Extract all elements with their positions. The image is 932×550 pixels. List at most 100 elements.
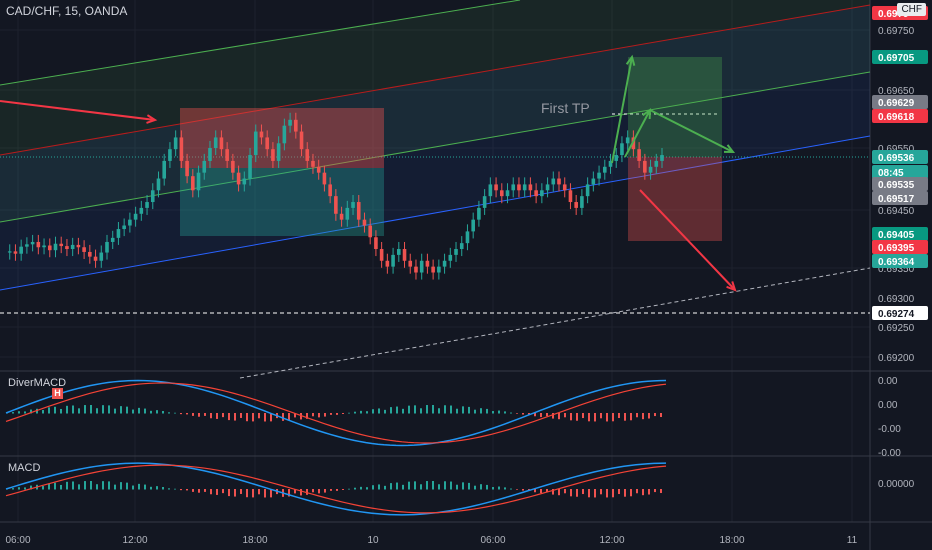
candle-body <box>465 231 470 244</box>
macd-histogram-bar <box>30 485 32 490</box>
symbol-title[interactable]: CAD/CHF, 15, OANDA <box>6 4 128 18</box>
candle-body <box>168 149 172 161</box>
candle-body <box>625 137 630 144</box>
candle-body <box>448 254 453 261</box>
candle-body <box>76 244 81 248</box>
green-arrow-up-head <box>625 54 636 66</box>
macd-histogram-bar <box>420 484 422 490</box>
candle-body <box>65 246 69 250</box>
divermacd-histogram-bar <box>354 411 356 414</box>
divermacd-histogram-bar <box>576 413 578 421</box>
macd-histogram-bar <box>120 482 122 490</box>
divermacd-histogram-bar <box>528 413 530 415</box>
macd-histogram-bar <box>408 481 410 490</box>
candle-body <box>7 251 12 253</box>
divermacd-histogram-bar <box>228 413 230 421</box>
candle-body <box>397 249 401 255</box>
macd-histogram-bar <box>480 484 482 490</box>
price-tag <box>872 240 928 254</box>
candlestick-series <box>7 112 664 280</box>
macd-histogram-bar <box>228 489 230 497</box>
time-axis[interactable]: 06:00 12:00 18:00 10 06:00 12:00 18:00 11 <box>0 521 932 546</box>
candle-body <box>173 137 178 150</box>
divermacd-histogram-bar <box>78 408 80 414</box>
macd-histogram-bar <box>144 484 146 490</box>
divermacd-histogram-bar <box>534 413 536 417</box>
candle-body <box>316 166 321 173</box>
divermacd-histogram-bar <box>444 405 446 414</box>
divermacd-histogram-bar <box>396 406 398 414</box>
macd-histogram-bar <box>174 488 176 490</box>
candle-body <box>276 143 281 161</box>
candle-body <box>242 178 247 185</box>
macd-histogram-bar <box>438 484 440 490</box>
macd-histogram-bar <box>180 489 182 491</box>
candle-body <box>322 172 327 185</box>
macd-histogram-bar <box>618 489 620 495</box>
divermacd-histogram-bar <box>150 410 152 414</box>
macd-histogram-bar <box>522 489 524 491</box>
channel-drawings <box>0 0 871 379</box>
candle-body <box>637 149 641 161</box>
divermacd-histogram-bar <box>474 409 476 414</box>
candle-body <box>116 229 121 238</box>
divermacd-histogram-bar <box>144 408 146 414</box>
price-tick: 0.69450 <box>878 206 915 217</box>
divermacd-macd-line <box>5 379 667 447</box>
divermacd-h-badge: H <box>52 388 63 399</box>
divermacd-histogram-bar <box>294 413 296 418</box>
candle-body <box>282 125 287 144</box>
divermacd-histogram-bar <box>510 412 512 414</box>
price-axis[interactable]: 0.697500.696500.695500.694500.693500.693… <box>872 6 928 490</box>
divermacd-histogram-bar <box>564 413 566 418</box>
divermacd-histogram-bar <box>108 405 110 414</box>
divermacd-histogram-bar <box>162 410 164 414</box>
candle-body <box>494 184 498 191</box>
macd-histogram-bar <box>516 489 518 490</box>
macd-histogram-bar <box>48 483 50 490</box>
candle-body <box>431 266 435 273</box>
macd-histogram-bar <box>60 484 62 490</box>
macd-histogram-bar <box>576 489 578 497</box>
time-label: 06:00 <box>480 535 505 546</box>
macd-histogram-bar <box>360 486 362 490</box>
candle-body <box>185 160 189 177</box>
macd-histogram-bar <box>114 484 116 490</box>
candle-body <box>110 237 115 242</box>
price-tag-label: 0.69517 <box>878 194 915 205</box>
green-arrow-up <box>611 56 633 164</box>
candle-body <box>271 149 275 161</box>
divermacd-histogram-bar <box>360 410 362 414</box>
divermacd-histogram-bar <box>288 413 290 421</box>
divermacd-histogram-bar <box>660 413 662 418</box>
divermacd-tick: -0.00 <box>878 448 901 459</box>
candle-body <box>459 243 464 250</box>
macd-label[interactable]: MACD <box>8 462 41 474</box>
divermacd-histogram-bar <box>192 413 194 416</box>
candle-body <box>580 196 584 208</box>
divermacd-histogram-bar <box>174 412 176 414</box>
price-tag-label: 0.69536 <box>878 153 915 164</box>
divermacd-tick: 0.00 <box>878 376 898 387</box>
candle-body <box>534 190 538 197</box>
divermacd-histogram-bar <box>486 408 488 414</box>
macd-histogram-bar <box>636 489 638 494</box>
macd-histogram-bar <box>534 489 536 493</box>
macd-histogram-bar <box>564 489 566 494</box>
candle-body <box>545 184 550 191</box>
candle-body <box>585 184 590 197</box>
candle-body <box>568 190 573 203</box>
macd-histogram-bar <box>510 488 512 490</box>
macd-histogram-bar <box>96 484 98 490</box>
divermacd-histogram-bar <box>570 413 572 421</box>
red-arrow-left-head <box>146 114 158 124</box>
divermacd-label[interactable]: DiverMACD <box>8 377 67 389</box>
macd-histogram-bar <box>264 489 266 498</box>
macd-histogram-bar <box>456 484 458 490</box>
candle-body <box>25 244 29 247</box>
macd-histogram-bar <box>540 489 542 494</box>
time-label: 18:00 <box>242 535 267 546</box>
candle-body <box>351 202 355 208</box>
divermacd-histogram-bar <box>24 411 26 414</box>
